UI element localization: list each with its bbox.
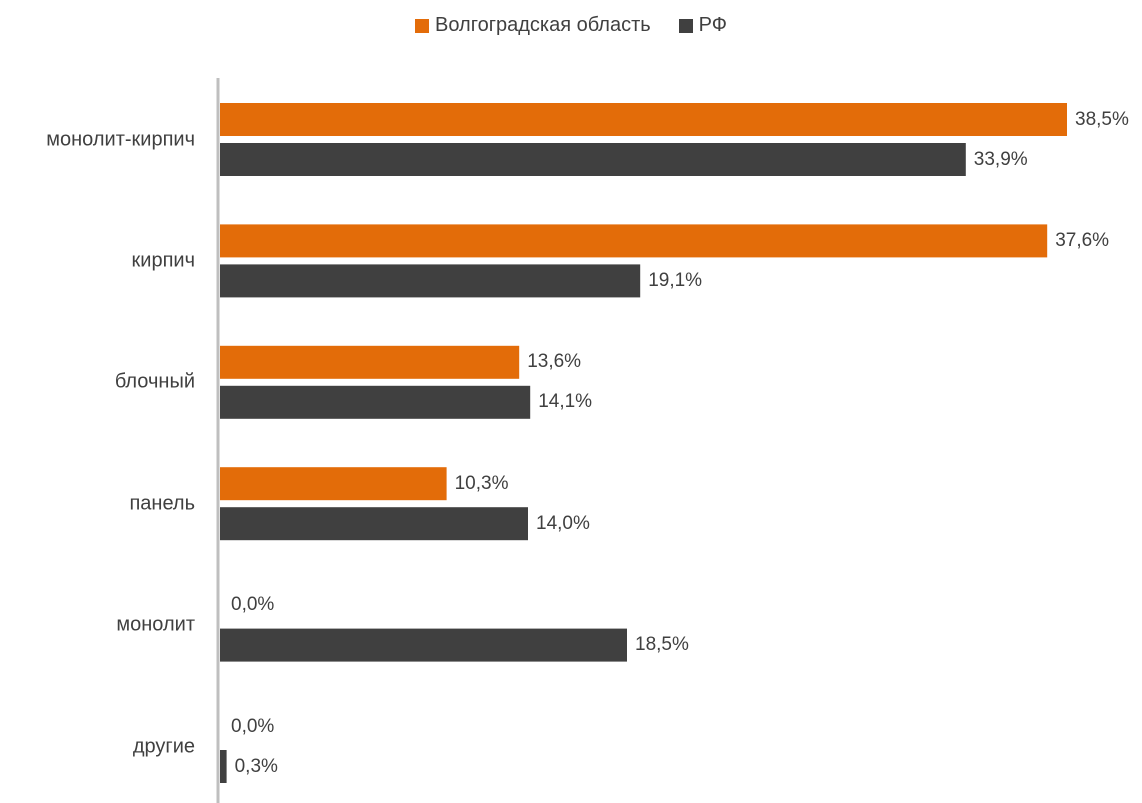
bar-volgograd: [220, 467, 447, 500]
data-label: 19,1%: [648, 270, 702, 292]
data-label: 0,0%: [231, 716, 274, 738]
bar-rf: [220, 507, 528, 540]
category-label: кирпич: [132, 249, 195, 272]
category-label: монолит: [116, 614, 195, 637]
data-label: 0,3%: [235, 756, 278, 778]
bar-volgograd: [220, 103, 1067, 136]
category-label: панель: [129, 492, 195, 515]
data-label: 10,3%: [455, 473, 509, 495]
category-label: монолит-кирпич: [46, 128, 195, 151]
data-label: 37,6%: [1055, 230, 1109, 252]
data-label: 0,0%: [231, 594, 274, 616]
bar-volgograd: [220, 346, 519, 379]
bar-volgograd: [220, 224, 1047, 257]
data-label: 14,0%: [536, 513, 590, 535]
bar-rf: [220, 629, 627, 662]
data-label: 18,5%: [635, 634, 689, 656]
bar-rf: [220, 386, 530, 419]
bar-rf: [220, 143, 966, 176]
data-label: 33,9%: [974, 149, 1028, 171]
data-label: 13,6%: [527, 351, 581, 373]
bar-rf: [220, 264, 640, 297]
category-label: другие: [133, 735, 195, 758]
bar-rf: [220, 750, 227, 783]
category-label: блочный: [115, 371, 195, 394]
data-label: 38,5%: [1075, 109, 1129, 131]
data-label: 14,1%: [538, 391, 592, 413]
